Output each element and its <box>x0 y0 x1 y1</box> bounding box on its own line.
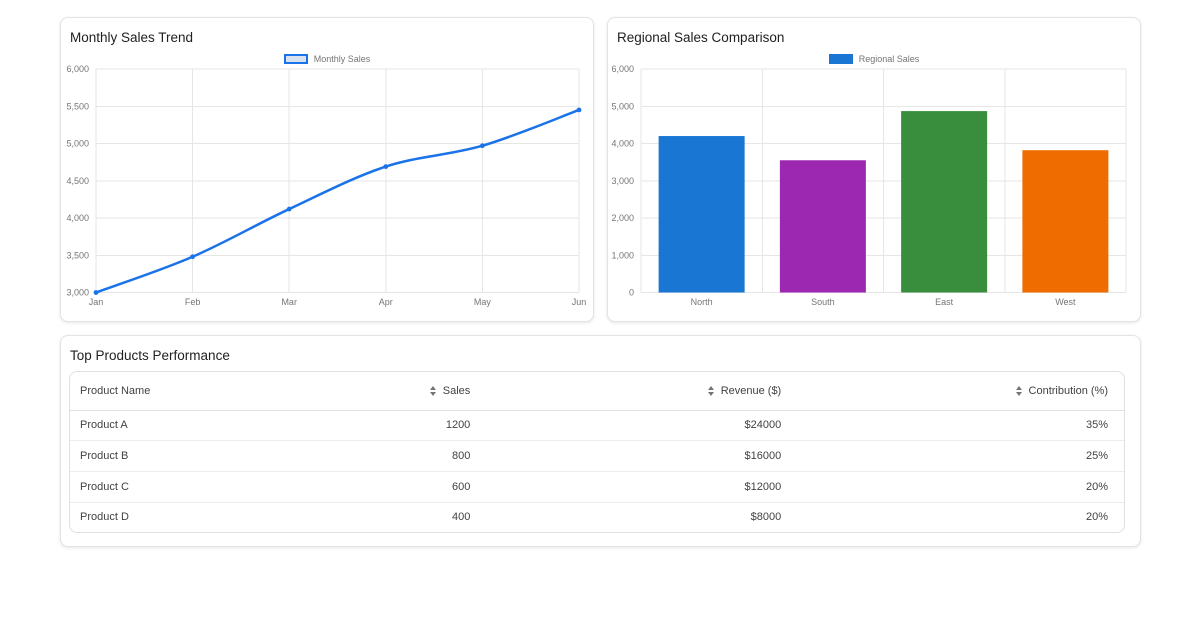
product-name-cell: Product C <box>70 471 387 503</box>
svg-text:Apr: Apr <box>379 297 393 307</box>
svg-text:South: South <box>811 297 835 307</box>
legend-monthly-sales[interactable]: Monthly Sales <box>61 54 593 64</box>
table-body: Product A 1200 $24000 35% Product B 800 $16000… <box>70 410 1124 532</box>
svg-text:5,000: 5,000 <box>66 139 89 149</box>
svg-text:2,000: 2,000 <box>611 213 634 223</box>
bar-east[interactable] <box>901 111 988 293</box>
table-row: Product B 800 $16000 25% <box>70 440 1124 472</box>
column-header-product-name: Product Name <box>70 372 387 411</box>
legend-regional-sales[interactable]: Regional Sales <box>608 54 1140 64</box>
sort-icon <box>707 385 714 396</box>
svg-text:Mar: Mar <box>281 297 297 307</box>
line-chart-plot[interactable]: 3,000 3,500 4,000 4,500 5,000 5,500 6,000 Jan Fe… <box>61 18 595 323</box>
legend-label: Regional Sales <box>858 54 920 64</box>
column-label: Sales <box>442 384 471 397</box>
value-cell: 25% <box>797 440 1124 472</box>
column-label: Product Name <box>80 384 151 397</box>
products-table: Product Name Sales Revenue ($) Contribution… <box>70 372 1124 532</box>
value-cell: $12000 <box>486 471 798 503</box>
table-row: Product D 400 $8000 20% <box>70 501 1124 532</box>
value-cell: $24000 <box>744 419 782 432</box>
column-header-revenue[interactable]: Revenue ($) <box>486 372 798 411</box>
svg-text:6,000: 6,000 <box>66 64 89 74</box>
legend-swatch-line <box>283 54 308 64</box>
column-header-sales[interactable]: Sales <box>386 372 487 411</box>
svg-text:Jun: Jun <box>572 297 587 307</box>
svg-text:West: West <box>1055 297 1076 307</box>
column-header-contribution[interactable]: Contribution (%) <box>797 372 1124 411</box>
svg-text:East: East <box>935 297 954 307</box>
table-row: Product A 1200 $24000 35% <box>70 410 1124 441</box>
table-title: Top Products Performance <box>70 348 230 363</box>
bar-west[interactable] <box>1022 150 1109 293</box>
products-table-container: Product Name Sales Revenue ($) Contribution… <box>69 371 1125 533</box>
legend-swatch-bar <box>828 54 853 64</box>
value-cell: 1200 <box>445 419 471 432</box>
bar-chart-plot[interactable]: 0 1,000 2,000 3,000 4,000 5,000 6,000 North Sout… <box>608 18 1142 323</box>
svg-text:0: 0 <box>629 288 634 298</box>
top-products-card: Top Products Performance Product Name Sal… <box>60 335 1141 547</box>
svg-text:Jan: Jan <box>89 297 104 307</box>
value-cell: 35% <box>1085 419 1108 432</box>
bar-south[interactable] <box>779 160 866 293</box>
product-name-cell: Product D <box>70 501 387 532</box>
sort-icon <box>429 385 436 396</box>
sort-icon <box>1015 385 1022 396</box>
svg-text:4,000: 4,000 <box>611 139 634 149</box>
monthly-sales-card: Monthly Sales Trend Monthly Sales 3,000 3… <box>60 17 594 322</box>
legend-label: Monthly Sales <box>313 54 371 64</box>
svg-text:5,000: 5,000 <box>611 101 634 111</box>
value-cell: 20% <box>797 471 1124 503</box>
svg-text:North: North <box>691 297 713 307</box>
svg-text:Feb: Feb <box>185 297 201 307</box>
product-name-cell: Product A <box>80 419 128 432</box>
svg-text:6,000: 6,000 <box>611 64 634 74</box>
svg-text:4,500: 4,500 <box>66 176 89 186</box>
svg-text:3,000: 3,000 <box>66 288 89 298</box>
column-label: Revenue ($) <box>720 384 782 397</box>
table-row: Product C 600 $12000 20% <box>70 471 1124 503</box>
chart-title-monthly: Monthly Sales Trend <box>70 30 194 45</box>
table-header: Product Name Sales Revenue ($) Contribution… <box>70 372 1124 411</box>
svg-text:3,500: 3,500 <box>66 250 89 260</box>
svg-text:5,500: 5,500 <box>66 101 89 111</box>
svg-text:4,000: 4,000 <box>66 213 89 223</box>
value-cell: 20% <box>797 501 1124 532</box>
product-name-cell: Product B <box>70 440 387 472</box>
value-cell: 600 <box>386 471 487 503</box>
svg-text:1,000: 1,000 <box>611 250 634 260</box>
chart-title-regional: Regional Sales Comparison <box>617 30 785 45</box>
value-cell: $16000 <box>486 440 798 472</box>
column-label: Contribution (%) <box>1028 384 1108 397</box>
value-cell: 800 <box>386 440 487 472</box>
svg-text:May: May <box>474 297 492 307</box>
value-cell: 400 <box>386 501 487 532</box>
value-cell: $8000 <box>486 501 798 532</box>
regional-sales-card: Regional Sales Comparison Regional Sales… <box>607 17 1141 322</box>
bar-north[interactable] <box>658 136 745 293</box>
svg-text:3,000: 3,000 <box>611 176 634 186</box>
